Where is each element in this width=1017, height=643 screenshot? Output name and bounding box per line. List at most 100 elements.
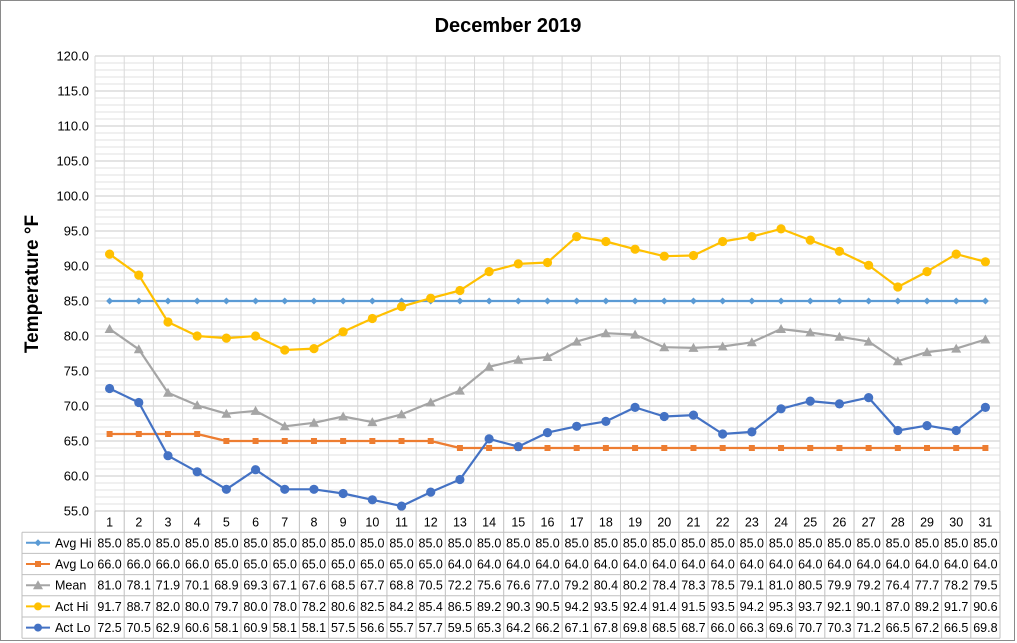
- data-label: 78.2: [944, 579, 968, 593]
- data-point-avg-hi: [339, 297, 347, 305]
- x-category-label: 16: [541, 515, 555, 529]
- data-label: 67.8: [594, 621, 618, 635]
- data-point-avg-lo: [573, 445, 580, 451]
- data-point-mean: [951, 343, 962, 353]
- data-point-act-lo: [367, 495, 377, 505]
- x-category-label: 23: [745, 515, 759, 529]
- data-label: 64.0: [448, 558, 472, 572]
- data-point-act-hi: [455, 285, 465, 296]
- data-point-avg-lo: [719, 445, 726, 451]
- data-point-act-hi: [922, 267, 932, 277]
- data-point-act-lo: [426, 487, 436, 497]
- data-label: 85.0: [243, 536, 267, 550]
- x-category-label: 20: [657, 515, 671, 529]
- data-label: 68.8: [389, 579, 413, 593]
- data-label: 59.5: [448, 621, 472, 635]
- data-point-act-lo: [280, 484, 290, 494]
- x-category-label: 13: [453, 515, 467, 529]
- data-label: 66.5: [944, 621, 968, 635]
- data-label: 64.0: [740, 558, 764, 572]
- x-category-label: 15: [511, 515, 525, 529]
- data-point-act-hi: [250, 331, 261, 341]
- data-label: 81.0: [97, 579, 121, 593]
- y-tick-label: 100.0: [56, 189, 89, 204]
- data-point-avg-hi: [222, 297, 230, 305]
- legend-key-act-lo: [34, 623, 42, 632]
- data-label: 86.5: [448, 600, 472, 614]
- data-point-avg-hi: [952, 297, 960, 305]
- data-point-act-hi: [104, 249, 115, 259]
- data-label: 64.0: [856, 558, 880, 572]
- data-label: 85.0: [769, 536, 793, 550]
- data-point-act-lo: [747, 427, 757, 437]
- data-label: 60.9: [243, 621, 267, 635]
- data-label: 70.5: [127, 621, 151, 635]
- data-point-act-lo: [864, 393, 874, 403]
- y-tick-label: 95.0: [64, 224, 89, 239]
- data-label: 85.0: [886, 536, 910, 550]
- x-category-label: 18: [599, 515, 613, 529]
- data-label: 67.1: [273, 579, 297, 593]
- x-category-label: 29: [920, 515, 934, 529]
- x-category-label: 4: [194, 515, 201, 529]
- data-label: 80.2: [623, 579, 647, 593]
- data-label: 91.7: [944, 600, 968, 614]
- data-label: 84.2: [389, 600, 413, 614]
- data-label: 66.0: [185, 558, 209, 572]
- x-category-label: 10: [365, 515, 379, 529]
- data-point-avg-hi: [514, 297, 522, 305]
- data-point-mean: [162, 387, 173, 397]
- data-point-act-lo: [455, 474, 465, 485]
- x-category-label: 31: [978, 515, 992, 529]
- data-label: 79.2: [856, 579, 880, 593]
- data-label: 66.2: [535, 621, 559, 635]
- data-label: 85.0: [740, 536, 764, 550]
- data-point-act-hi: [747, 232, 757, 242]
- data-point-mean: [250, 405, 261, 415]
- data-label: 85.0: [973, 536, 997, 550]
- data-point-act-lo: [922, 421, 932, 431]
- data-label: 66.0: [97, 558, 121, 572]
- data-label: 77.7: [915, 579, 939, 593]
- data-point-avg-lo: [778, 445, 785, 451]
- data-label: 80.0: [243, 600, 267, 614]
- data-point-mean: [659, 342, 670, 352]
- y-tick-label: 115.0: [57, 84, 89, 99]
- data-label: 79.2: [565, 579, 589, 593]
- data-label: 56.6: [360, 621, 384, 635]
- legend-label: Avg Lo: [55, 558, 94, 572]
- data-label: 85.0: [214, 536, 238, 550]
- data-point-act-hi: [688, 250, 699, 261]
- data-label: 89.2: [477, 600, 501, 614]
- data-point-avg-hi: [573, 297, 581, 305]
- data-label: 65.0: [302, 558, 326, 572]
- data-point-avg-lo: [632, 445, 639, 451]
- data-point-mean: [688, 342, 699, 352]
- data-label: 70.1: [185, 579, 209, 593]
- data-label: 85.0: [827, 536, 851, 550]
- legend-label: Mean: [55, 579, 86, 593]
- legend-key-avg-hi: [34, 539, 42, 547]
- data-label: 65.0: [389, 558, 413, 572]
- data-label: 85.0: [623, 536, 647, 550]
- y-tick-label: 120.0: [56, 49, 89, 64]
- data-label: 85.0: [652, 536, 676, 550]
- data-label: 93.7: [798, 600, 822, 614]
- data-label: 66.3: [740, 621, 764, 635]
- data-label: 85.0: [535, 536, 559, 550]
- data-label: 80.0: [185, 600, 209, 614]
- data-label: 64.0: [652, 558, 676, 572]
- data-point-avg-lo: [661, 445, 668, 451]
- data-label: 79.5: [973, 579, 997, 593]
- data-label: 85.0: [710, 536, 734, 550]
- data-label: 58.1: [302, 621, 326, 635]
- data-label: 78.2: [302, 600, 326, 614]
- data-point-avg-lo: [223, 438, 230, 444]
- data-label: 85.0: [331, 536, 355, 550]
- data-label: 64.0: [827, 558, 851, 572]
- data-label: 64.0: [710, 558, 734, 572]
- data-point-mean: [279, 421, 290, 431]
- data-label: 70.3: [827, 621, 851, 635]
- y-axis-ticks: 55.0 60.0 65.0 70.0 75.0 80.0 85.0 90.0 95.0 100.…: [56, 49, 89, 519]
